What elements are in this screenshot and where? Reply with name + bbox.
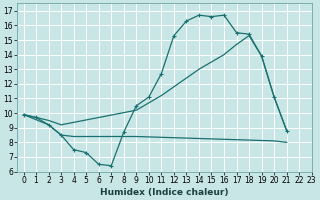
X-axis label: Humidex (Indice chaleur): Humidex (Indice chaleur) (100, 188, 229, 197)
